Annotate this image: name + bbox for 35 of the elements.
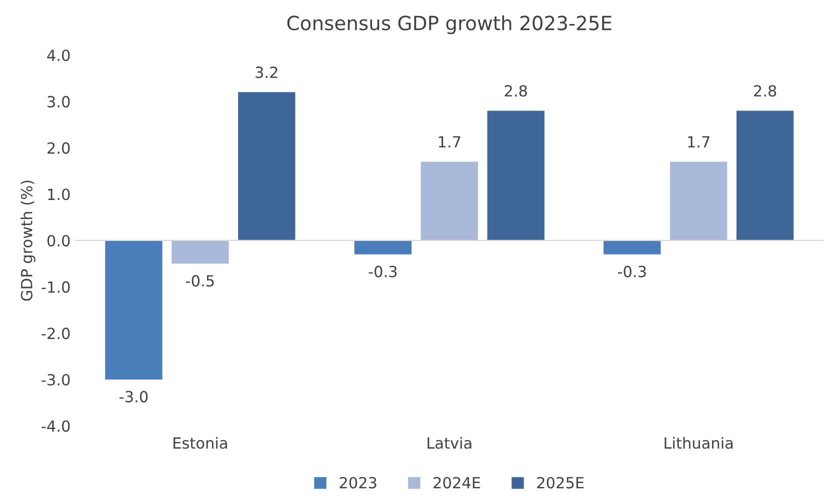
x-tick-label: Estonia xyxy=(174,436,227,449)
legend-label: 2023 xyxy=(340,476,376,488)
y-tick-label: -2.0 xyxy=(42,328,70,340)
legend-label: 2025E xyxy=(537,476,584,488)
bar xyxy=(238,92,296,240)
data-label: 2.8 xyxy=(754,85,776,97)
data-label: -0.5 xyxy=(186,275,214,287)
data-label: 3.2 xyxy=(256,66,278,78)
x-tick-label: Latvia xyxy=(428,436,472,449)
bar xyxy=(736,110,794,240)
data-label: 2.8 xyxy=(504,85,527,97)
bar xyxy=(172,240,229,264)
data-label: -3.0 xyxy=(120,390,148,402)
bar xyxy=(354,240,412,254)
bar xyxy=(670,162,728,240)
x-tick-label: Lithuania xyxy=(664,436,733,449)
bar xyxy=(487,110,544,240)
legend-label: 2024E xyxy=(434,476,480,488)
bar xyxy=(105,240,162,380)
y-tick-label: 2.0 xyxy=(48,142,70,154)
bar xyxy=(420,162,478,240)
y-tick-label: -3.0 xyxy=(42,374,70,386)
bar xyxy=(604,240,661,254)
data-label: 1.7 xyxy=(688,136,710,148)
chart-title: Consensus GDP growth 2023-25E xyxy=(287,15,612,34)
data-label: 1.7 xyxy=(438,136,460,148)
y-tick-label: 1.0 xyxy=(48,188,70,200)
y-tick-label: 4.0 xyxy=(47,50,70,62)
y-axis-title: GDP growth (%) xyxy=(20,180,36,301)
data-label: -0.3 xyxy=(368,266,397,278)
y-tick-label: -4.0 xyxy=(42,420,70,432)
y-tick-label: 3.0 xyxy=(48,96,70,108)
y-tick-label: 0.0 xyxy=(47,234,70,246)
y-tick-label: -1.0 xyxy=(42,281,70,293)
data-label: -0.3 xyxy=(618,266,646,278)
